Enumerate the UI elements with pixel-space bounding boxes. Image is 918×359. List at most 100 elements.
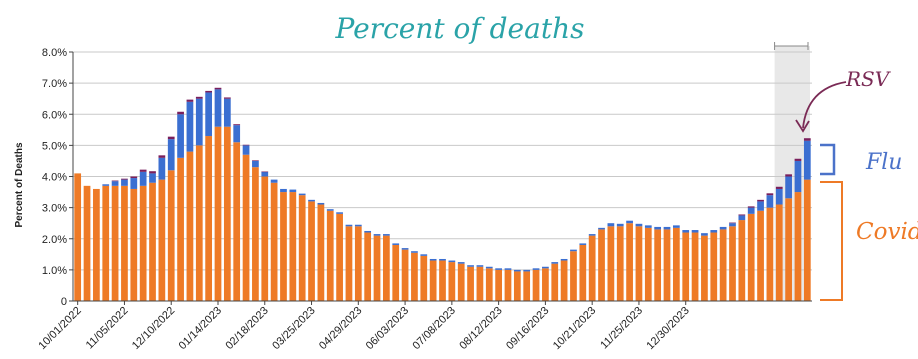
bar-flu (560, 258, 568, 261)
bar-flu (794, 160, 802, 193)
x-tick-label: 10/01/2022 (36, 305, 83, 352)
bar-flu (701, 233, 708, 236)
bar-flu (354, 224, 362, 227)
bar-rsv (794, 158, 802, 161)
bar-flu (757, 201, 764, 211)
bar-flu (298, 193, 306, 196)
bar-rsv (738, 214, 746, 216)
bar-covid (364, 232, 372, 301)
bar-covid (130, 188, 138, 301)
bar-flu (448, 260, 456, 263)
bar-flu (429, 258, 437, 261)
bar-layer (74, 87, 811, 301)
bar-covid (177, 157, 184, 301)
bar-covid (803, 179, 811, 301)
x-tick-label: 11/25/2023 (598, 305, 645, 352)
bar-flu (177, 114, 184, 158)
covid-bracket (820, 181, 843, 301)
bar-covid (551, 263, 559, 301)
bar-covid (579, 244, 587, 301)
bar-flu (326, 209, 334, 211)
bar-flu (111, 181, 119, 186)
bar-rsv (803, 138, 811, 141)
bar-covid (532, 269, 540, 301)
bar-flu (785, 176, 792, 199)
bar-covid (747, 213, 755, 301)
x-tick-label: 12/30/2023 (644, 305, 691, 352)
bar-covid (616, 226, 624, 301)
bar-flu (214, 89, 222, 127)
bar-flu (158, 157, 166, 180)
bar-rsv (205, 90, 213, 93)
bar-covid (223, 126, 231, 301)
bar-covid (588, 235, 596, 301)
bar-covid (149, 182, 156, 301)
bar-flu (401, 248, 409, 250)
bar-flu (747, 207, 755, 214)
bar-covid (719, 229, 727, 301)
bar-flu (223, 98, 231, 127)
bar-covid (701, 235, 708, 301)
bar-covid (289, 192, 297, 301)
bar-flu (233, 125, 241, 143)
bar-flu (261, 171, 269, 177)
bar-covid (83, 185, 91, 301)
bar-rsv (186, 99, 194, 102)
bar-flu (672, 225, 680, 228)
bar-covid (326, 210, 334, 301)
bar-covid (626, 223, 633, 301)
y-tick-label: 3.0% (42, 203, 67, 215)
bar-flu (513, 269, 521, 272)
bar-flu (242, 145, 250, 155)
bar-covid (467, 266, 474, 301)
bar-flu (766, 195, 774, 208)
bar-rsv (757, 199, 764, 202)
bar-rsv (139, 169, 147, 172)
bar-rsv (729, 222, 736, 224)
bar-rsv (158, 155, 166, 158)
bar-covid (644, 227, 652, 301)
bar-flu (542, 266, 549, 269)
bar-covid (775, 204, 783, 301)
x-tick-label: 02/18/2023 (223, 305, 270, 352)
bar-covid (729, 226, 736, 301)
bar-covid (757, 210, 764, 301)
bar-flu (485, 266, 493, 269)
bar-flu (626, 220, 633, 224)
bar-covid (373, 235, 381, 301)
bar-flu (289, 189, 297, 193)
bar-flu (252, 160, 259, 168)
bar-rsv (195, 96, 203, 99)
bar-flu (607, 223, 615, 227)
bar-flu (598, 227, 605, 230)
bar-flu (532, 268, 540, 270)
bar-flu (167, 139, 175, 171)
bar-flu (616, 223, 624, 227)
bar-flu (803, 140, 811, 180)
bar-covid (457, 263, 465, 301)
y-tick-label: 6.0% (42, 109, 67, 121)
bar-flu (691, 230, 699, 233)
bar-rsv (766, 193, 774, 196)
bar-rsv (242, 144, 250, 146)
bar-covid (598, 229, 605, 301)
bar-covid (308, 201, 315, 301)
y-tick-labels: 0 1.0% 2.0% 3.0% 4.0% 5.0% 6.0% 7.0% 8.0% (42, 47, 73, 308)
bar-rsv (167, 136, 175, 140)
x-tick-label: 11/05/2022 (84, 305, 131, 352)
x-tick-label: 06/03/2023 (364, 305, 411, 352)
bar-flu (317, 202, 325, 205)
bar-covid (523, 271, 531, 301)
bar-covid (252, 167, 259, 301)
bar-covid (682, 232, 690, 301)
bar-flu (270, 179, 278, 183)
bar-flu (195, 98, 203, 146)
bar-rsv (785, 174, 792, 177)
bar-covid (233, 142, 241, 301)
bar-covid (766, 207, 774, 301)
bar-rsv (149, 171, 156, 174)
bar-covid (317, 204, 325, 301)
bar-covid (336, 213, 343, 301)
bar-rsv (223, 97, 231, 99)
